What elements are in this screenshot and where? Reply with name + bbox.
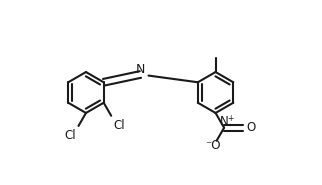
Text: N: N — [220, 115, 229, 128]
Text: O: O — [246, 121, 255, 134]
Text: Cl: Cl — [65, 129, 76, 142]
Text: Cl: Cl — [113, 119, 125, 132]
Text: N: N — [136, 63, 145, 76]
Text: +: + — [227, 114, 233, 123]
Text: ⁻O: ⁻O — [205, 139, 221, 152]
